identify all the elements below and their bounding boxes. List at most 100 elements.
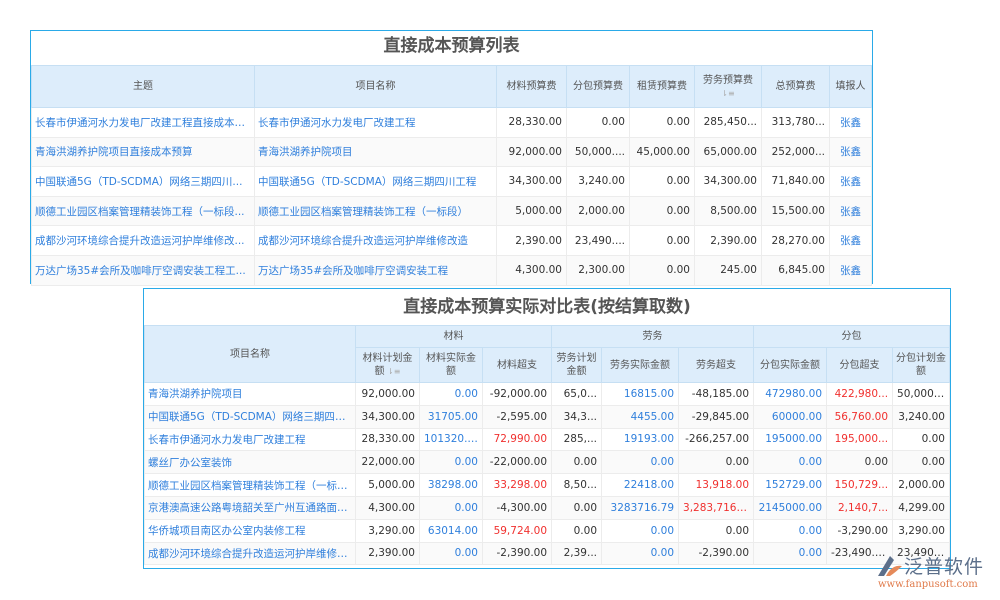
reporter-link[interactable]: 张鑫 bbox=[829, 254, 872, 286]
header-label: 材料计划金额 bbox=[362, 353, 413, 377]
reporter-link[interactable]: 张鑫 bbox=[829, 107, 872, 138]
cell: 34,300.00 bbox=[694, 166, 762, 197]
subject-link[interactable]: 成都沙河环境综合提升改造运河护岸维修改... bbox=[31, 225, 255, 256]
actual-amount-link[interactable]: 195000.00 bbox=[753, 427, 828, 452]
actual-amount-link[interactable]: 0.00 bbox=[753, 541, 828, 566]
project-link[interactable]: 成都沙河环境综合提升改造运河护岸维修改造 bbox=[254, 225, 497, 256]
project-link[interactable]: 万达广场35#会所及咖啡厅空调安装工程 bbox=[254, 254, 497, 286]
actual-amount-link[interactable]: 0.00 bbox=[419, 541, 483, 566]
cell: 3,240.00 bbox=[892, 404, 950, 429]
actual-amount-link[interactable]: 2145000.00 bbox=[753, 495, 828, 520]
cell: 92,000.00 bbox=[355, 382, 420, 406]
subheader-col-8[interactable]: 分包计划金额 bbox=[892, 347, 950, 383]
reporter-link[interactable]: 张鑫 bbox=[829, 136, 872, 168]
cell: 50,000.... bbox=[566, 136, 630, 168]
actual-amount-link[interactable]: 19193.00 bbox=[601, 427, 680, 452]
table-row: 中国联通5G（TD-SCDMA）网络三期四川工程 34,300.00 31705.0… bbox=[144, 404, 950, 429]
reporter-link[interactable]: 张鑫 bbox=[829, 166, 872, 197]
cell: 195,000... bbox=[826, 427, 894, 452]
subject-link[interactable]: 青海洪湖养护院项目直接成本预算 bbox=[31, 136, 255, 168]
project-link[interactable]: 成都沙河环境综合提升改造运河护岸维修改造 bbox=[144, 541, 356, 566]
cell: 0.00 bbox=[566, 107, 630, 138]
header-label: 劳务实际金额 bbox=[610, 359, 671, 371]
actual-amount-link[interactable]: 0.00 bbox=[753, 518, 828, 543]
cell: 6,845.00 bbox=[761, 254, 830, 286]
actual-amount-link[interactable]: 63014.00 bbox=[419, 518, 483, 543]
actual-amount-link[interactable]: 38298.00 bbox=[419, 473, 483, 497]
cell: 2,300.00 bbox=[566, 254, 630, 286]
cell: 2,390.00 bbox=[496, 225, 567, 256]
cell: -3,290.00 bbox=[826, 518, 894, 543]
cell: 28,270.00 bbox=[761, 225, 830, 256]
cell: 3,240.00 bbox=[566, 166, 630, 197]
header-col-2[interactable]: 材料预算费 bbox=[496, 65, 567, 108]
project-link[interactable]: 青海洪湖养护院项目 bbox=[254, 136, 497, 168]
actual-amount-link[interactable]: 0.00 bbox=[601, 450, 680, 475]
actual-amount-link[interactable]: 0.00 bbox=[601, 518, 680, 543]
actual-amount-link[interactable]: 31705.00 bbox=[419, 404, 483, 429]
cell: 65,0... bbox=[551, 382, 603, 406]
actual-amount-link[interactable]: 22418.00 bbox=[601, 473, 680, 497]
cell: 8,50... bbox=[551, 473, 603, 497]
actual-amount-link[interactable]: 152729.00 bbox=[753, 473, 828, 497]
reporter-link[interactable]: 张鑫 bbox=[829, 195, 872, 227]
cell: -4,300.00 bbox=[481, 495, 553, 520]
header-col-6[interactable]: 总预算费 bbox=[761, 65, 830, 108]
cell: 0.00 bbox=[629, 166, 695, 197]
actual-amount-link[interactable]: 0.00 bbox=[419, 382, 483, 406]
project-link[interactable]: 中国联通5G（TD-SCDMA）网络三期四川工程 bbox=[144, 404, 356, 429]
actual-amount-link[interactable]: 16815.00 bbox=[601, 382, 680, 406]
cell: 2,390.00 bbox=[355, 541, 420, 566]
cell: 422,980... bbox=[826, 382, 894, 406]
cell: 23,490.00 bbox=[892, 541, 950, 566]
header-col-1[interactable]: 项目名称 bbox=[254, 65, 497, 108]
subject-link[interactable]: 中国联通5G（TD-SCDMA）网络三期四川... bbox=[31, 166, 255, 197]
reporter-link[interactable]: 张鑫 bbox=[829, 225, 872, 256]
project-link[interactable]: 顺德工业园区档案管理精装饰工程（一标段） bbox=[254, 195, 497, 227]
actual-amount-link[interactable]: 0.00 bbox=[753, 450, 828, 475]
subheader-col-6[interactable]: 分包实际金额 bbox=[753, 347, 828, 383]
actual-amount-link[interactable]: 0.00 bbox=[601, 541, 680, 566]
subheader-col-3[interactable]: 劳务计划金额 bbox=[551, 347, 603, 383]
actual-amount-link[interactable]: 4455.00 bbox=[601, 404, 680, 429]
actual-amount-link[interactable]: 101320.00 bbox=[419, 427, 483, 452]
subheader-col-0[interactable]: 材料计划金额 ⇂≡ bbox=[355, 347, 420, 383]
header-col-5[interactable]: 劳务预算费 ⇂≡ bbox=[694, 65, 762, 108]
subheader-col-5[interactable]: 劳务超支 bbox=[678, 347, 755, 383]
subheader-col-4[interactable]: 劳务实际金额 bbox=[601, 347, 680, 383]
project-link[interactable]: 螺丝厂办公室装饰 bbox=[144, 450, 356, 475]
project-link[interactable]: 顺德工业园区档案管理精装饰工程（一标段） bbox=[144, 473, 356, 497]
cell: 0.00 bbox=[629, 225, 695, 256]
project-link[interactable]: 中国联通5G（TD-SCDMA）网络三期四川工程 bbox=[254, 166, 497, 197]
header-label: 总预算费 bbox=[775, 81, 816, 92]
project-link[interactable]: 华侨城项目南区办公室内装修工程 bbox=[144, 518, 356, 543]
cell: -2,390.00 bbox=[678, 541, 755, 566]
sort-icon[interactable]: ⇂≡ bbox=[721, 88, 735, 98]
project-link[interactable]: 京港澳高速公路粤境韶关至广州互通路面改造中 bbox=[144, 495, 356, 520]
actual-amount-link[interactable]: 0.00 bbox=[419, 495, 483, 520]
sort-icon[interactable]: ⇂≡ bbox=[384, 367, 401, 376]
project-link[interactable]: 青海洪湖养护院项目 bbox=[144, 382, 356, 406]
subheader-col-1[interactable]: 材料实际金额 bbox=[419, 347, 483, 383]
header-project-name: 项目名称 bbox=[144, 325, 356, 383]
subheader-col-7[interactable]: 分包超支 bbox=[826, 347, 894, 383]
header-col-3[interactable]: 分包预算费 bbox=[566, 65, 630, 108]
actual-amount-link[interactable]: 472980.00 bbox=[753, 382, 828, 406]
header-col-0[interactable]: 主题 bbox=[31, 65, 255, 108]
subject-link[interactable]: 万达广场35#会所及咖啡厅空调安装工程工... bbox=[31, 254, 255, 286]
header-label: 劳务超支 bbox=[696, 359, 737, 371]
project-link[interactable]: 长春市伊通河水力发电厂改建工程 bbox=[144, 427, 356, 452]
header-col-4[interactable]: 租赁预算费 bbox=[629, 65, 695, 108]
subheader-col-2[interactable]: 材料超支 bbox=[481, 347, 553, 383]
subject-link[interactable]: 顺德工业园区档案管理精装饰工程（一标段... bbox=[31, 195, 255, 227]
actual-amount-link[interactable]: 3283716.79 bbox=[601, 495, 680, 520]
project-link[interactable]: 长春市伊通河水力发电厂改建工程 bbox=[254, 107, 497, 138]
subject-link[interactable]: 长春市伊通河水力发电厂改建工程直接成本预算 bbox=[31, 107, 255, 138]
header-label: 材料实际金额 bbox=[426, 353, 476, 377]
actual-amount-link[interactable]: 60000.00 bbox=[753, 404, 828, 429]
actual-amount-link[interactable]: 0.00 bbox=[419, 450, 483, 475]
cell: 0.00 bbox=[551, 518, 603, 543]
header-col-7[interactable]: 填报人 bbox=[829, 65, 872, 108]
cell: -29,845.00 bbox=[678, 404, 755, 429]
cell: -92,000.00 bbox=[481, 382, 553, 406]
